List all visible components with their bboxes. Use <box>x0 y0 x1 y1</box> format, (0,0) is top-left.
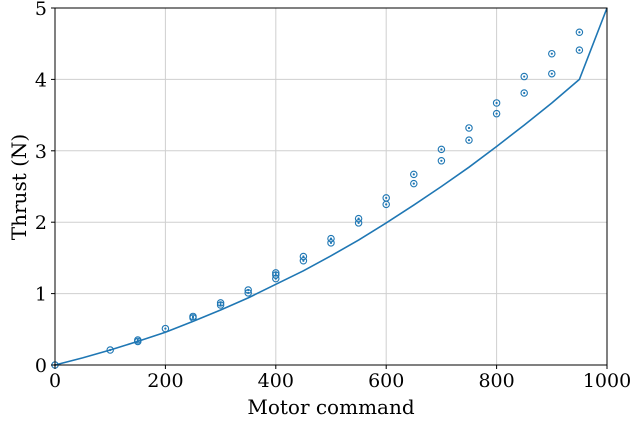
plot-frame <box>54 7 608 366</box>
x-tick-label: 0 <box>49 370 61 392</box>
x-tick-label: 400 <box>258 370 294 392</box>
y-tick-label: 5 <box>35 0 47 20</box>
data-point <box>161 324 170 333</box>
data-point-center <box>274 271 277 274</box>
data-point <box>492 99 501 107</box>
data-point-center <box>357 217 360 220</box>
data-point <box>437 157 446 165</box>
data-point <box>106 346 114 354</box>
data-point <box>465 124 473 132</box>
data-point-center <box>302 255 305 258</box>
data-point <box>520 89 528 97</box>
data-point-center <box>523 75 526 78</box>
data-point <box>548 69 556 78</box>
data-point <box>575 28 584 37</box>
x-tick-label: 600 <box>368 370 404 392</box>
data-point <box>327 234 335 243</box>
data-point-center <box>219 301 222 304</box>
data-point <box>410 179 418 188</box>
data-point <box>354 214 363 223</box>
x-tick-label: 200 <box>147 370 183 392</box>
scatter-points-layer <box>51 28 584 369</box>
data-point-center <box>467 126 471 130</box>
data-point <box>437 145 446 154</box>
y-axis-label: Thrust (N) <box>7 134 31 240</box>
data-point-center <box>164 327 167 330</box>
data-point-center <box>385 203 388 206</box>
data-point <box>575 46 584 54</box>
data-point-center <box>440 159 443 162</box>
y-tick-label: 3 <box>35 141 47 163</box>
data-point-center <box>550 72 553 75</box>
data-point-center <box>191 315 195 318</box>
data-point-center <box>495 112 498 115</box>
data-point <box>492 109 501 118</box>
data-point-center <box>412 182 415 185</box>
x-tick-label: 1000 <box>583 370 631 392</box>
data-point <box>134 336 142 344</box>
data-point <box>465 136 473 144</box>
data-point <box>410 170 418 179</box>
data-point <box>216 299 225 307</box>
data-point-center <box>302 259 305 262</box>
x-tick-label: 800 <box>478 370 514 392</box>
data-point-center <box>412 173 415 176</box>
data-point <box>382 194 390 202</box>
data-point-center <box>329 241 333 245</box>
fit-curve-layer <box>54 7 608 366</box>
data-point-center <box>357 221 360 225</box>
data-point <box>189 312 197 321</box>
y-tick-label: 2 <box>35 212 47 234</box>
y-tick-label: 4 <box>35 69 47 91</box>
data-point <box>520 72 528 81</box>
data-point-center <box>550 52 553 55</box>
data-point-center <box>136 338 139 342</box>
grid-layer <box>54 7 608 366</box>
data-point-center <box>578 49 581 52</box>
data-point-center <box>523 91 526 95</box>
y-tick-label: 1 <box>35 284 47 306</box>
data-point-center <box>385 196 388 200</box>
y-tick-label: 0 <box>35 355 47 377</box>
x-axis-label: Motor command <box>247 395 414 419</box>
data-point <box>272 269 280 277</box>
ticks-layer: 0 200 400 600 800 1000 0 1 2 3 4 5 <box>35 0 631 392</box>
data-point-center <box>467 138 471 142</box>
data-point <box>299 252 308 261</box>
data-point-center <box>329 237 333 240</box>
fit-curve-line <box>54 7 608 366</box>
data-point-center <box>247 288 250 292</box>
data-point-center <box>495 101 498 105</box>
data-point-center <box>109 348 112 352</box>
data-point-center <box>578 31 581 34</box>
data-point-center <box>440 148 443 151</box>
data-point <box>244 286 252 294</box>
data-point <box>548 49 556 58</box>
